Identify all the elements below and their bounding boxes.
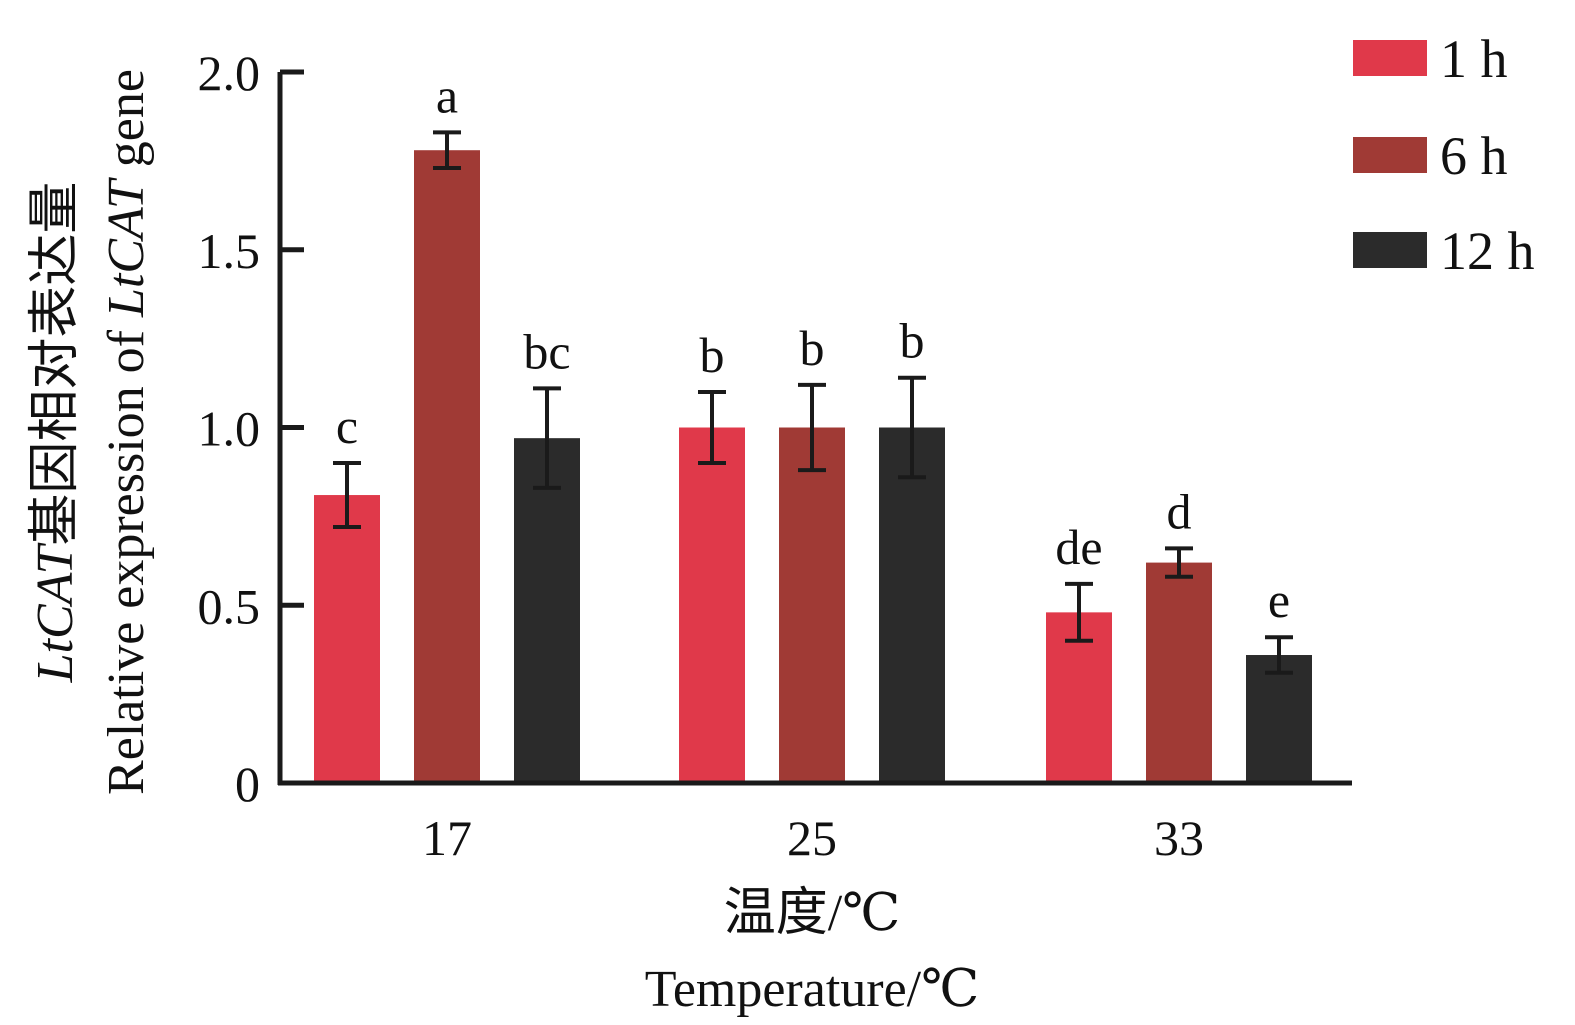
y-axis-title-en-suffix: gene	[98, 69, 155, 180]
y-tick-labels: 0 0.5 1.0 1.5 2.0	[198, 45, 261, 812]
y-axis-title-cn-text: 基因相对表达量	[27, 182, 84, 546]
x-category-label-17: 17	[422, 810, 472, 866]
legend-item-2: 12 h	[1353, 221, 1535, 281]
y-tick-label-0: 0	[235, 756, 260, 812]
bar-33-2	[1246, 655, 1312, 783]
x-category-label-25: 25	[787, 810, 837, 866]
bars-layer	[314, 150, 1312, 783]
error-bar-33-2	[1265, 635, 1293, 675]
error-bar-33-0	[1065, 581, 1093, 643]
error-bars-layer	[333, 130, 1293, 675]
error-bar-25-2	[898, 375, 926, 480]
bar-25-0	[679, 427, 745, 783]
significance-letter-25-2: b	[900, 313, 925, 369]
legend-label-2: 12 h	[1440, 221, 1535, 281]
bar-25-2	[879, 427, 945, 783]
bar-25-1	[779, 427, 845, 783]
error-bar-17-1	[433, 130, 461, 170]
legend-swatch-0	[1353, 40, 1427, 76]
legend-label-0: 1 h	[1440, 29, 1508, 89]
significance-letter-17-2: bc	[523, 323, 570, 379]
significance-letter-33-0: de	[1055, 519, 1102, 575]
y-tick-label-1.5: 1.5	[198, 223, 261, 279]
x-axis-title-cn: 温度/℃	[724, 885, 901, 942]
error-bar-17-0	[333, 461, 361, 530]
significance-letter-17-0: c	[336, 398, 358, 454]
significance-letter-33-1: d	[1167, 483, 1192, 539]
y-axis-title-en-prefix: Relative expression of	[98, 317, 155, 795]
legend-label-1: 6 h	[1440, 126, 1508, 186]
legend: 1 h 6 h 12 h	[1353, 29, 1535, 281]
legend-swatch-1	[1353, 137, 1427, 173]
error-bar-33-1	[1165, 546, 1193, 579]
y-axis-title-cn-gene: LtCAT	[27, 543, 84, 684]
error-bar-25-0	[698, 389, 726, 466]
legend-item-0: 1 h	[1353, 29, 1508, 89]
x-category-labels: 17 25 33	[422, 810, 1204, 866]
y-axis-title-en: Relative expression of LtCAT gene	[98, 69, 155, 795]
x-axis-title-en: Temperature/℃	[645, 961, 980, 1018]
legend-swatch-2	[1353, 232, 1427, 268]
error-bar-25-1	[798, 382, 826, 473]
bar-17-1	[414, 150, 480, 783]
axes-layer	[277, 69, 1352, 786]
error-bar-17-2	[533, 386, 561, 490]
y-axis-title-cn: LtCAT基因相对表达量	[27, 182, 84, 684]
y-tick-label-0.5: 0.5	[198, 578, 261, 634]
legend-item-1: 6 h	[1353, 126, 1508, 186]
x-category-label-33: 33	[1154, 810, 1204, 866]
bar-17-2	[514, 438, 580, 783]
bar-17-0	[314, 495, 380, 783]
significance-letters-layer: c b de a b d bc b e	[336, 67, 1290, 628]
y-axis-title-en-gene: LtCAT	[98, 177, 155, 318]
significance-letter-25-0: b	[700, 327, 725, 383]
y-tick-label-1.0: 1.0	[198, 401, 261, 457]
bar-33-1	[1146, 562, 1212, 783]
significance-letter-25-1: b	[800, 320, 825, 376]
y-tick-label-2.0: 2.0	[198, 45, 261, 101]
significance-letter-33-2: e	[1268, 572, 1290, 628]
significance-letter-17-1: a	[436, 67, 458, 123]
